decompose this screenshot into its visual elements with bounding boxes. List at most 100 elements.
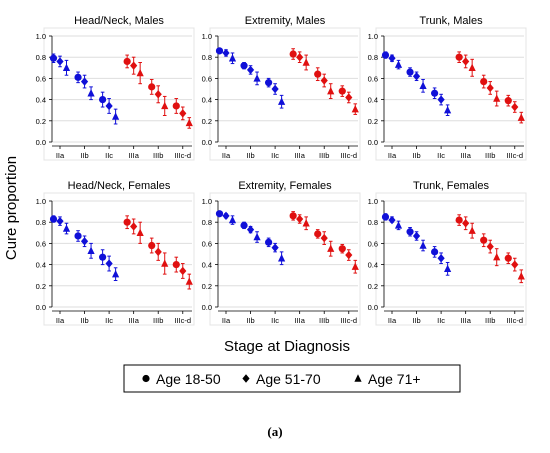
y-tick-label: 1.0 (36, 32, 46, 41)
data-point (179, 266, 187, 276)
y-tick-label: 0.4 (36, 261, 46, 270)
y-tick-label: 0.6 (36, 239, 46, 248)
data-point (504, 254, 512, 262)
data-point (136, 228, 144, 236)
panel-frame (43, 192, 195, 326)
panel: Extremity, Males 0.0 0.2 0.4 0.6 0.8 1.0 IIa IIb… (202, 15, 361, 161)
data-point (412, 231, 421, 241)
x-tick-label: IIa (388, 316, 397, 325)
legend-marker (242, 374, 250, 383)
data-point (154, 247, 162, 257)
data-point (56, 57, 64, 66)
data-point (351, 104, 359, 113)
x-tick-label: IIa (222, 151, 231, 160)
y-tick-label: 0.2 (202, 117, 212, 126)
y-tick-label: 0.0 (368, 138, 378, 147)
data-point (112, 112, 120, 120)
x-tick-label: IIIa (128, 316, 139, 325)
x-tick-label: IIIc-d (506, 151, 523, 160)
data-point (154, 90, 162, 99)
y-tick-label: 0.0 (202, 138, 212, 147)
x-tick-label: IIIa (128, 151, 139, 160)
data-point (302, 219, 310, 227)
data-point (431, 248, 439, 256)
data-point (320, 233, 328, 243)
panels: Head/Neck, Males 0.0 0.2 0.4 0.6 0.8 1.0 IIa IIb… (36, 15, 527, 326)
x-tick-label: IIIb (153, 316, 163, 325)
data-point (314, 230, 322, 238)
legend-label: Age 18-50 (156, 371, 221, 387)
data-point (87, 246, 95, 255)
data-point (338, 245, 346, 253)
y-tick-label: 0.0 (202, 303, 212, 312)
x-tick-label: IIb (412, 151, 420, 160)
data-point (455, 53, 463, 61)
data-point (517, 113, 525, 121)
panel: Trunk, Males 0.0 0.2 0.4 0.6 0.8 1.0 IIa IIb IIc I… (368, 15, 527, 161)
x-tick-label: IIa (388, 151, 397, 160)
x-axis-label: Stage at Diagnosis (224, 338, 350, 355)
data-point (394, 221, 403, 229)
data-point (327, 86, 335, 95)
legend-marker (354, 374, 362, 382)
data-point (480, 236, 488, 244)
panel-frame (209, 192, 361, 326)
y-tick-label: 0.4 (202, 261, 212, 270)
x-tick-label: IIIc-d (340, 316, 357, 325)
figure-caption: (a) (0, 424, 550, 440)
panel: Head/Neck, Males 0.0 0.2 0.4 0.6 0.8 1.0 IIa IIb… (36, 15, 195, 161)
panel-title: Head/Neck, Males (74, 15, 164, 27)
data-point (185, 277, 193, 285)
data-point (161, 259, 169, 267)
data-point (185, 118, 193, 127)
data-point (296, 214, 304, 224)
data-point (80, 77, 89, 86)
data-point (351, 262, 359, 270)
x-tick-label: IIc (105, 151, 113, 160)
data-point (406, 228, 414, 236)
x-tick-label: IIIc-d (506, 316, 523, 325)
panel-frame (43, 27, 195, 161)
data-point (444, 264, 452, 273)
data-point (278, 254, 286, 262)
data-point (289, 212, 297, 220)
x-tick-label: IIc (271, 316, 279, 325)
panel-title: Head/Neck, Females (68, 180, 171, 192)
data-point (388, 215, 396, 225)
data-point (381, 213, 390, 221)
y-tick-label: 0.2 (368, 282, 378, 291)
y-tick-label: 0.2 (36, 117, 46, 126)
panel-title: Trunk, Females (413, 180, 490, 192)
data-point (444, 106, 452, 114)
y-tick-label: 0.8 (36, 53, 46, 62)
data-point (511, 260, 519, 269)
x-tick-label: IIIa (294, 151, 305, 160)
data-point (345, 93, 353, 102)
data-point (302, 58, 310, 66)
data-point (381, 51, 390, 59)
x-tick-label: IIb (80, 151, 88, 160)
data-point (468, 63, 476, 71)
data-point (123, 218, 131, 226)
data-point (480, 77, 488, 86)
data-point (161, 101, 169, 110)
legend-box (123, 364, 461, 393)
data-point (74, 232, 82, 240)
data-point (148, 241, 156, 250)
y-tick-label: 1.0 (368, 197, 378, 206)
x-tick-label: IIIb (485, 316, 495, 325)
panel-frame (209, 27, 361, 161)
data-point (228, 54, 237, 62)
data-point (172, 261, 180, 269)
data-point (486, 242, 494, 251)
x-tick-label: IIIa (460, 316, 471, 325)
data-point (265, 79, 273, 87)
panel-frame (375, 192, 527, 326)
data-point (130, 222, 138, 231)
data-point (62, 63, 71, 71)
data-point (74, 73, 82, 81)
panel: Trunk, Females 0.0 0.2 0.4 0.6 0.8 1.0 IIa IIb II… (368, 180, 527, 326)
data-point (112, 269, 120, 278)
panel: Extremity, Females 0.0 0.2 0.4 0.6 0.8 1.0 IIa I… (202, 180, 361, 326)
x-tick-label: IIIb (153, 151, 163, 160)
